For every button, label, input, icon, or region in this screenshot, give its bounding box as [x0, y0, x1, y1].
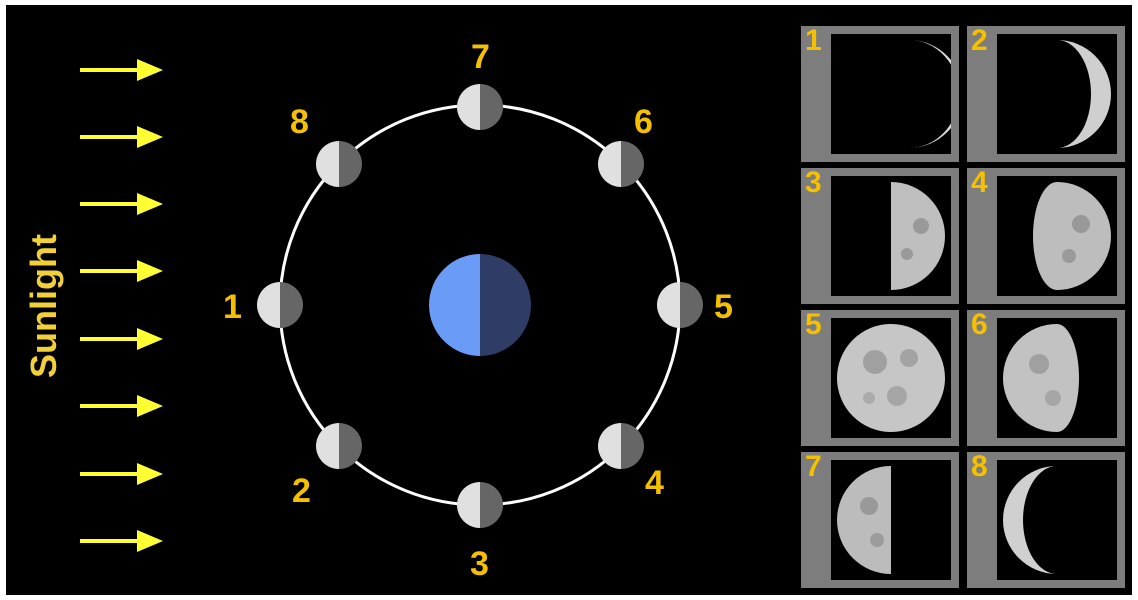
phase-thumbnail-3: 3: [801, 168, 959, 304]
phase-image: [831, 460, 951, 580]
moon-position-1: [257, 282, 303, 328]
phase-number: 7: [805, 450, 822, 483]
phase-image: [997, 34, 1117, 154]
phase-image: [997, 460, 1117, 580]
phase-image: [997, 318, 1117, 438]
phase-thumbnail-7: 7: [801, 452, 959, 588]
moon-position-7: [457, 84, 503, 130]
orbit-label-2: 2: [292, 472, 311, 510]
sunlight-arrow: [80, 463, 163, 485]
orbit-label-6: 6: [634, 103, 653, 141]
sunlight-arrow: [80, 260, 163, 282]
phase-image: [831, 176, 951, 296]
orbit-label-8: 8: [290, 103, 309, 141]
sunlight-arrow: [80, 328, 163, 350]
moon-position-8: [316, 141, 362, 187]
moon-position-3: [457, 482, 503, 528]
phase-number: 2: [971, 24, 988, 57]
moon-position-6: [598, 141, 644, 187]
phase-thumbnail-8: 8: [967, 452, 1125, 588]
orbit-label-3: 3: [470, 545, 489, 583]
sunlight-arrow: [80, 395, 163, 417]
phase-number: 3: [805, 166, 822, 199]
orbit-label-7: 7: [471, 38, 490, 76]
orbit-label-1: 1: [223, 288, 242, 326]
earth: [429, 254, 531, 356]
moon-position-4: [598, 423, 644, 469]
phase-number: 5: [805, 308, 822, 341]
phase-image: [997, 176, 1117, 296]
orbit-label-5: 5: [714, 288, 733, 326]
phase-number: 1: [805, 24, 822, 57]
sunlight-arrows: [80, 59, 163, 552]
phase-number: 4: [971, 166, 988, 199]
phase-thumbnail-4: 4: [967, 168, 1125, 304]
phase-image: [831, 318, 951, 438]
sunlight-arrow: [80, 126, 163, 148]
phase-number: 8: [971, 450, 988, 483]
phase-thumbnail-1: 1: [801, 26, 959, 162]
phase-number: 6: [971, 308, 988, 341]
sunlight-arrow: [80, 59, 163, 81]
phase-thumbnail-6: 6: [967, 310, 1125, 446]
phase-thumbnail-5: 5: [801, 310, 959, 446]
phase-thumbnail-2: 2: [967, 26, 1125, 162]
sunlight-arrow: [80, 530, 163, 552]
orbit-label-4: 4: [645, 464, 664, 502]
sunlight-arrow: [80, 193, 163, 215]
phase-image: [831, 34, 951, 154]
moon-position-5: [657, 282, 703, 328]
moon-position-2: [316, 423, 362, 469]
